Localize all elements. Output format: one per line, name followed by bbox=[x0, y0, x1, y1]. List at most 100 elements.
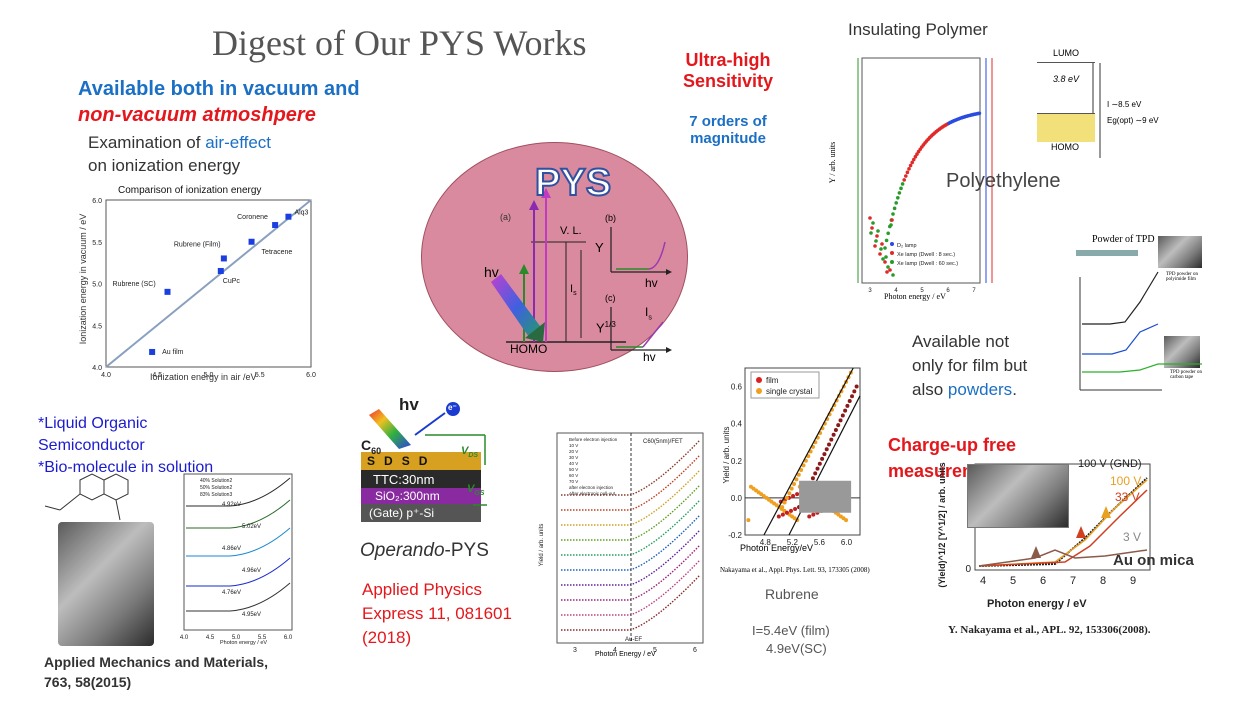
rub-sc-fit bbox=[763, 367, 854, 536]
liq-value-label: 4.86eV bbox=[222, 546, 241, 552]
chargeup-xlabel: Photon energy / eV bbox=[987, 598, 1087, 610]
rub-film-noise-point bbox=[791, 494, 796, 499]
cu-xtick: 5 bbox=[1010, 575, 1016, 587]
ie-ytick: 6.0 bbox=[92, 198, 102, 205]
liq-curve bbox=[186, 527, 291, 557]
poly-noise-point bbox=[874, 239, 878, 243]
rub-sc-point bbox=[799, 468, 804, 473]
pys-label-c: (c) bbox=[605, 293, 616, 303]
poly-point bbox=[910, 160, 914, 165]
poly-frame bbox=[861, 57, 981, 284]
ie-85ev: I ∼8.5 eV bbox=[1107, 100, 1142, 109]
powder-caption2: TPD powder on carbon tape bbox=[1170, 370, 1202, 380]
powder-text-2: only for film but bbox=[912, 356, 1028, 375]
polymer-ylabel: Y / arb. units bbox=[828, 141, 838, 184]
polymer-xlabel: Photon energy / eV bbox=[884, 292, 946, 301]
rub-film-point bbox=[827, 442, 832, 447]
pys-is-c-sub: s bbox=[648, 314, 652, 322]
powder-text-3c: . bbox=[1012, 380, 1017, 399]
cu-xtick: 4 bbox=[980, 575, 986, 587]
liq-curve bbox=[186, 499, 291, 529]
sensitivity-sub: 7 orders of magnitude bbox=[668, 113, 788, 147]
cu-xtick: 8 bbox=[1100, 575, 1106, 587]
cu-xtick: 9 bbox=[1130, 575, 1136, 587]
ie-point bbox=[149, 348, 156, 355]
rub-film-noise-point bbox=[789, 508, 793, 513]
rub-film-point bbox=[840, 413, 845, 418]
ie-ytick: 4.5 bbox=[92, 323, 102, 330]
liq-value-label: 5.02eV bbox=[242, 524, 261, 530]
powder-text-3: also powders. bbox=[912, 378, 1027, 402]
operando-c60-sub: 60 bbox=[371, 445, 382, 456]
fet-legend-label: 50 V bbox=[569, 467, 578, 472]
rub-ytick: -0.2 bbox=[728, 531, 742, 540]
cu-xtick: 6 bbox=[1040, 575, 1046, 587]
pys-label-b: (b) bbox=[605, 213, 616, 223]
liq-value-label: 4.95eV bbox=[242, 612, 261, 618]
poly-point bbox=[902, 178, 906, 182]
sensitivity-line2: Sensitivity bbox=[682, 71, 774, 91]
sensitivity-line1: Ultra-high bbox=[685, 50, 771, 70]
rubrene-ie2: 4.9eV(SC) bbox=[766, 641, 827, 656]
rubrene-citation: Nakayama et al., Appl. Phys. Lett. 93, 1… bbox=[720, 566, 870, 574]
pys-y: Y bbox=[595, 240, 604, 255]
poly-xtick: 4 bbox=[894, 288, 898, 294]
powder-title: Powder of TPD bbox=[1092, 234, 1155, 245]
liq-curve bbox=[186, 477, 291, 507]
poly-noise-point bbox=[885, 270, 889, 274]
rub-sc-point bbox=[780, 505, 785, 510]
poly-noise-point bbox=[878, 252, 882, 256]
rub-photo bbox=[799, 480, 852, 513]
fet-title: C60(5nm)/FET bbox=[643, 439, 683, 445]
liq-xtick: 5.0 bbox=[232, 635, 241, 641]
electrode-d2: D bbox=[418, 454, 437, 468]
operando-gate: (Gate) p⁺-Si bbox=[369, 506, 435, 520]
poly-noise-point bbox=[880, 242, 884, 246]
fet-frame bbox=[556, 432, 704, 644]
rubrene-chart: 4.8 5.2 5.6 6.0 -0.2 0.0 0.2 0.4 0.6 film single c… bbox=[715, 360, 870, 580]
rub-legend-label: film bbox=[766, 376, 779, 385]
poly-point bbox=[897, 191, 902, 195]
chargeup-au-mica: Au on mica bbox=[1113, 552, 1194, 569]
fet-chart: Au-EF C60(5nm)/FET Before electron injecti… bbox=[535, 425, 705, 665]
poly-noise-point bbox=[873, 244, 877, 248]
liq-frame bbox=[183, 473, 293, 631]
poly-point bbox=[891, 212, 895, 216]
tpd-photo-1 bbox=[1158, 236, 1202, 268]
liquid-chart: 4.92eV 5.02eV 4.86eV 4.96eV 4.76eV 4.95eV 40% … bbox=[170, 470, 294, 645]
chargeup-100v-gnd: 100 V (GND) bbox=[1078, 458, 1142, 470]
poly-legend-label: Xe lamp (Dwell : 60 sec.) bbox=[897, 261, 958, 267]
rub-ytick: 0.4 bbox=[731, 420, 743, 429]
operando-device: hv e⁻ C60 SDSD TTC:30nm SiO₂:300nm (Gate… bbox=[355, 395, 495, 525]
rub-film-point bbox=[813, 471, 818, 476]
operando-cite2: Express 11, 081601 bbox=[362, 604, 512, 623]
vacuum-heading-line1: Available both in vacuum and bbox=[78, 78, 360, 100]
pys-oval bbox=[421, 142, 688, 372]
rub-film-noise-point bbox=[811, 512, 816, 517]
ie-chart-plot: 4.0 4.5 5.0 5.5 6.0 4.0 4.5 5.0 5.5 6.0 Au film Rub… bbox=[92, 198, 316, 379]
ie-point-label: Rubrene (SC) bbox=[113, 281, 156, 288]
rub-film-point bbox=[815, 466, 820, 471]
polymer-title: Insulating Polymer bbox=[848, 20, 988, 39]
rub-film-point bbox=[817, 461, 822, 466]
poly-xtick: 3 bbox=[868, 288, 872, 294]
poly-noise-point bbox=[891, 273, 895, 277]
ie-point bbox=[248, 238, 255, 245]
poly-point bbox=[899, 186, 903, 191]
fet-xtick: 5 bbox=[653, 647, 657, 654]
ie-frame bbox=[105, 199, 312, 368]
pys-vacuum-level: V. L. bbox=[560, 225, 582, 237]
ie-point bbox=[164, 288, 171, 295]
lumo-label: LUMO bbox=[1037, 48, 1095, 63]
poly-noise-point bbox=[889, 223, 893, 227]
pys-is-sub: s bbox=[573, 290, 577, 298]
liquid-line2: Semiconductor bbox=[38, 437, 145, 454]
chargeup-ylabel: (Yield)^1/2 [Y^1/2] / arb. units bbox=[937, 462, 947, 588]
liquid-citation1: Applied Mechanics and Materials, bbox=[44, 654, 269, 670]
sensitivity-sub2: magnitude bbox=[690, 130, 766, 147]
poly-point bbox=[896, 195, 900, 200]
operando-electrodes: SDSD bbox=[367, 454, 436, 468]
poly-legend-label: Xe lamp (Dwell : 8 sec.) bbox=[897, 252, 955, 258]
liq-value-label: 4.92eV bbox=[222, 502, 241, 508]
poly-point bbox=[886, 231, 890, 236]
